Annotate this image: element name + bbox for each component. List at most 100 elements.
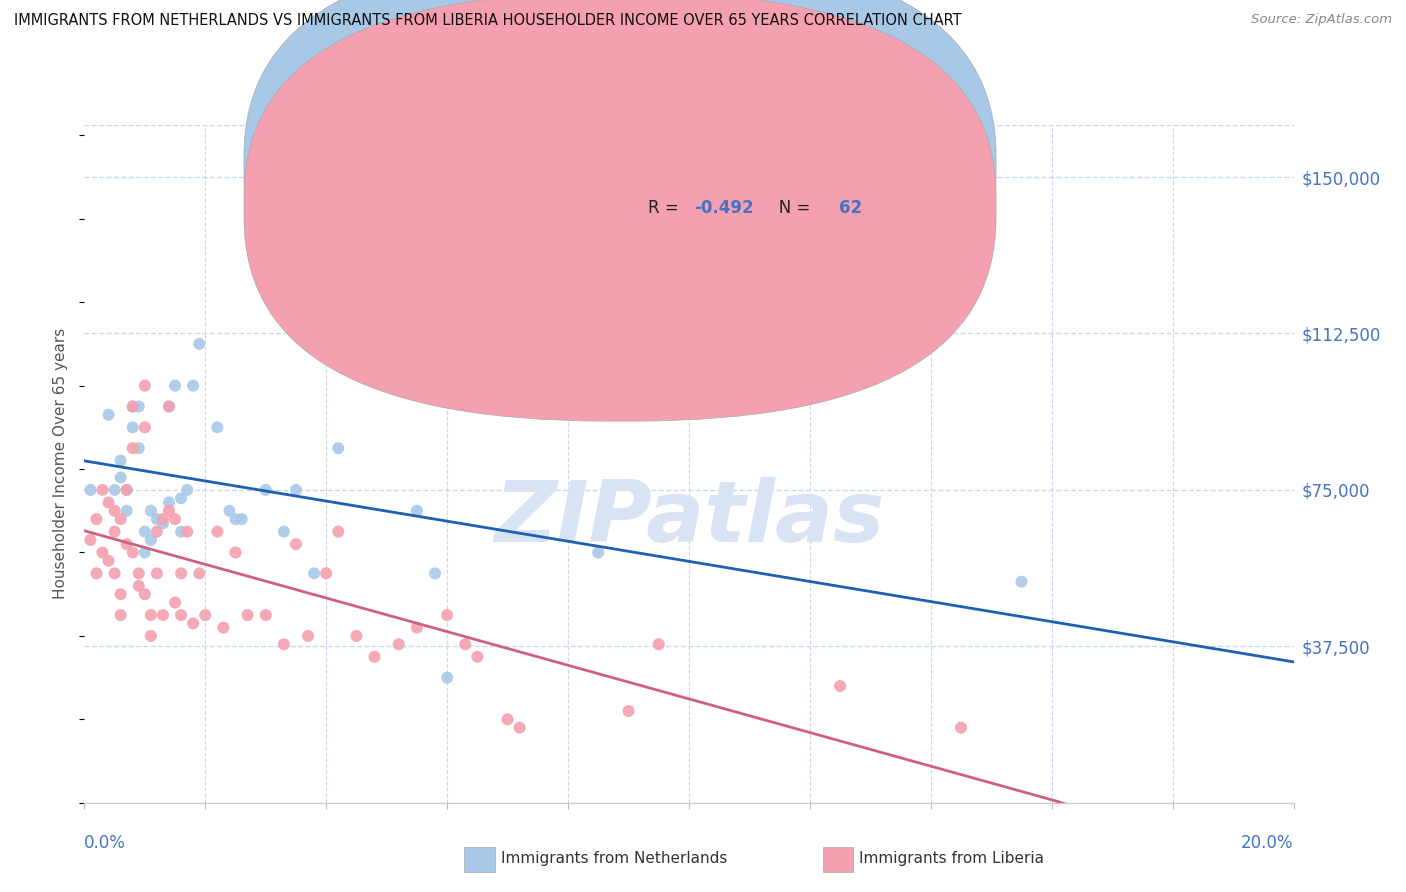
Point bbox=[194, 608, 217, 623]
Point bbox=[134, 378, 156, 392]
Point bbox=[97, 408, 120, 422]
Point bbox=[207, 420, 229, 434]
Point bbox=[231, 512, 253, 526]
Point bbox=[170, 524, 193, 539]
Point bbox=[79, 483, 101, 497]
Point bbox=[121, 545, 143, 559]
Point bbox=[509, 721, 531, 735]
Point bbox=[91, 483, 114, 497]
Point bbox=[128, 566, 150, 581]
Point bbox=[181, 378, 204, 392]
Point bbox=[588, 545, 610, 559]
Point bbox=[110, 608, 132, 623]
Point bbox=[86, 512, 108, 526]
Text: 40: 40 bbox=[839, 158, 862, 176]
Text: ZIPatlas: ZIPatlas bbox=[494, 476, 884, 559]
Point bbox=[139, 629, 162, 643]
Text: R =: R = bbox=[648, 158, 683, 176]
Point bbox=[134, 587, 156, 601]
Y-axis label: Householder Income Over 65 years: Householder Income Over 65 years bbox=[53, 328, 69, 599]
Point bbox=[104, 566, 127, 581]
Point bbox=[146, 512, 169, 526]
Point bbox=[104, 504, 127, 518]
Point bbox=[170, 608, 193, 623]
FancyBboxPatch shape bbox=[592, 138, 883, 247]
Point bbox=[236, 608, 259, 623]
Point bbox=[328, 524, 350, 539]
Point bbox=[157, 400, 180, 414]
Point bbox=[176, 524, 198, 539]
Point bbox=[1011, 574, 1033, 589]
Point bbox=[176, 483, 198, 497]
Point bbox=[254, 483, 277, 497]
Point bbox=[134, 545, 156, 559]
Text: R =: R = bbox=[648, 199, 683, 217]
Point bbox=[121, 400, 143, 414]
Text: N =: N = bbox=[762, 199, 815, 217]
Point bbox=[225, 545, 247, 559]
Point bbox=[152, 512, 174, 526]
FancyBboxPatch shape bbox=[245, 0, 995, 421]
Point bbox=[170, 491, 193, 506]
Point bbox=[363, 649, 385, 664]
Point bbox=[648, 637, 671, 651]
Point bbox=[104, 483, 127, 497]
Point bbox=[97, 554, 120, 568]
Point bbox=[302, 566, 325, 581]
Point bbox=[157, 400, 180, 414]
Point bbox=[139, 504, 162, 518]
Point bbox=[157, 495, 180, 509]
Point bbox=[121, 441, 143, 455]
FancyBboxPatch shape bbox=[245, 0, 995, 381]
Point bbox=[121, 400, 143, 414]
Point bbox=[207, 524, 229, 539]
Point bbox=[134, 420, 156, 434]
Text: Source: ZipAtlas.com: Source: ZipAtlas.com bbox=[1251, 13, 1392, 27]
Point bbox=[188, 337, 211, 351]
Point bbox=[830, 679, 852, 693]
Point bbox=[496, 712, 519, 726]
Point bbox=[436, 671, 458, 685]
Point bbox=[152, 516, 174, 531]
Text: Immigrants from Netherlands: Immigrants from Netherlands bbox=[501, 851, 727, 865]
Point bbox=[79, 533, 101, 547]
Point bbox=[188, 566, 211, 581]
Text: N =: N = bbox=[762, 158, 815, 176]
Point bbox=[128, 441, 150, 455]
Point bbox=[454, 637, 477, 651]
Point bbox=[157, 504, 180, 518]
Point bbox=[110, 453, 132, 467]
Point bbox=[97, 495, 120, 509]
Point bbox=[406, 504, 429, 518]
Point bbox=[134, 524, 156, 539]
Text: Immigrants from Liberia: Immigrants from Liberia bbox=[859, 851, 1045, 865]
Point bbox=[165, 378, 187, 392]
Point bbox=[285, 537, 308, 551]
Point bbox=[115, 504, 138, 518]
Point bbox=[104, 524, 127, 539]
Point bbox=[273, 524, 295, 539]
Point bbox=[110, 470, 132, 484]
Point bbox=[617, 704, 640, 718]
Point bbox=[115, 483, 138, 497]
Point bbox=[128, 579, 150, 593]
Point bbox=[152, 608, 174, 623]
Point bbox=[121, 420, 143, 434]
Point bbox=[406, 621, 429, 635]
Point bbox=[218, 504, 240, 518]
Point bbox=[86, 566, 108, 581]
Point bbox=[388, 637, 411, 651]
Point bbox=[467, 649, 489, 664]
Point bbox=[436, 608, 458, 623]
Text: 62: 62 bbox=[839, 199, 862, 217]
Point bbox=[297, 629, 319, 643]
Point bbox=[128, 400, 150, 414]
Text: -0.266: -0.266 bbox=[693, 158, 754, 176]
Point bbox=[346, 629, 368, 643]
Point bbox=[146, 524, 169, 539]
Point bbox=[139, 608, 162, 623]
Point bbox=[950, 721, 973, 735]
Point bbox=[91, 545, 114, 559]
Point bbox=[254, 608, 277, 623]
Point bbox=[139, 533, 162, 547]
